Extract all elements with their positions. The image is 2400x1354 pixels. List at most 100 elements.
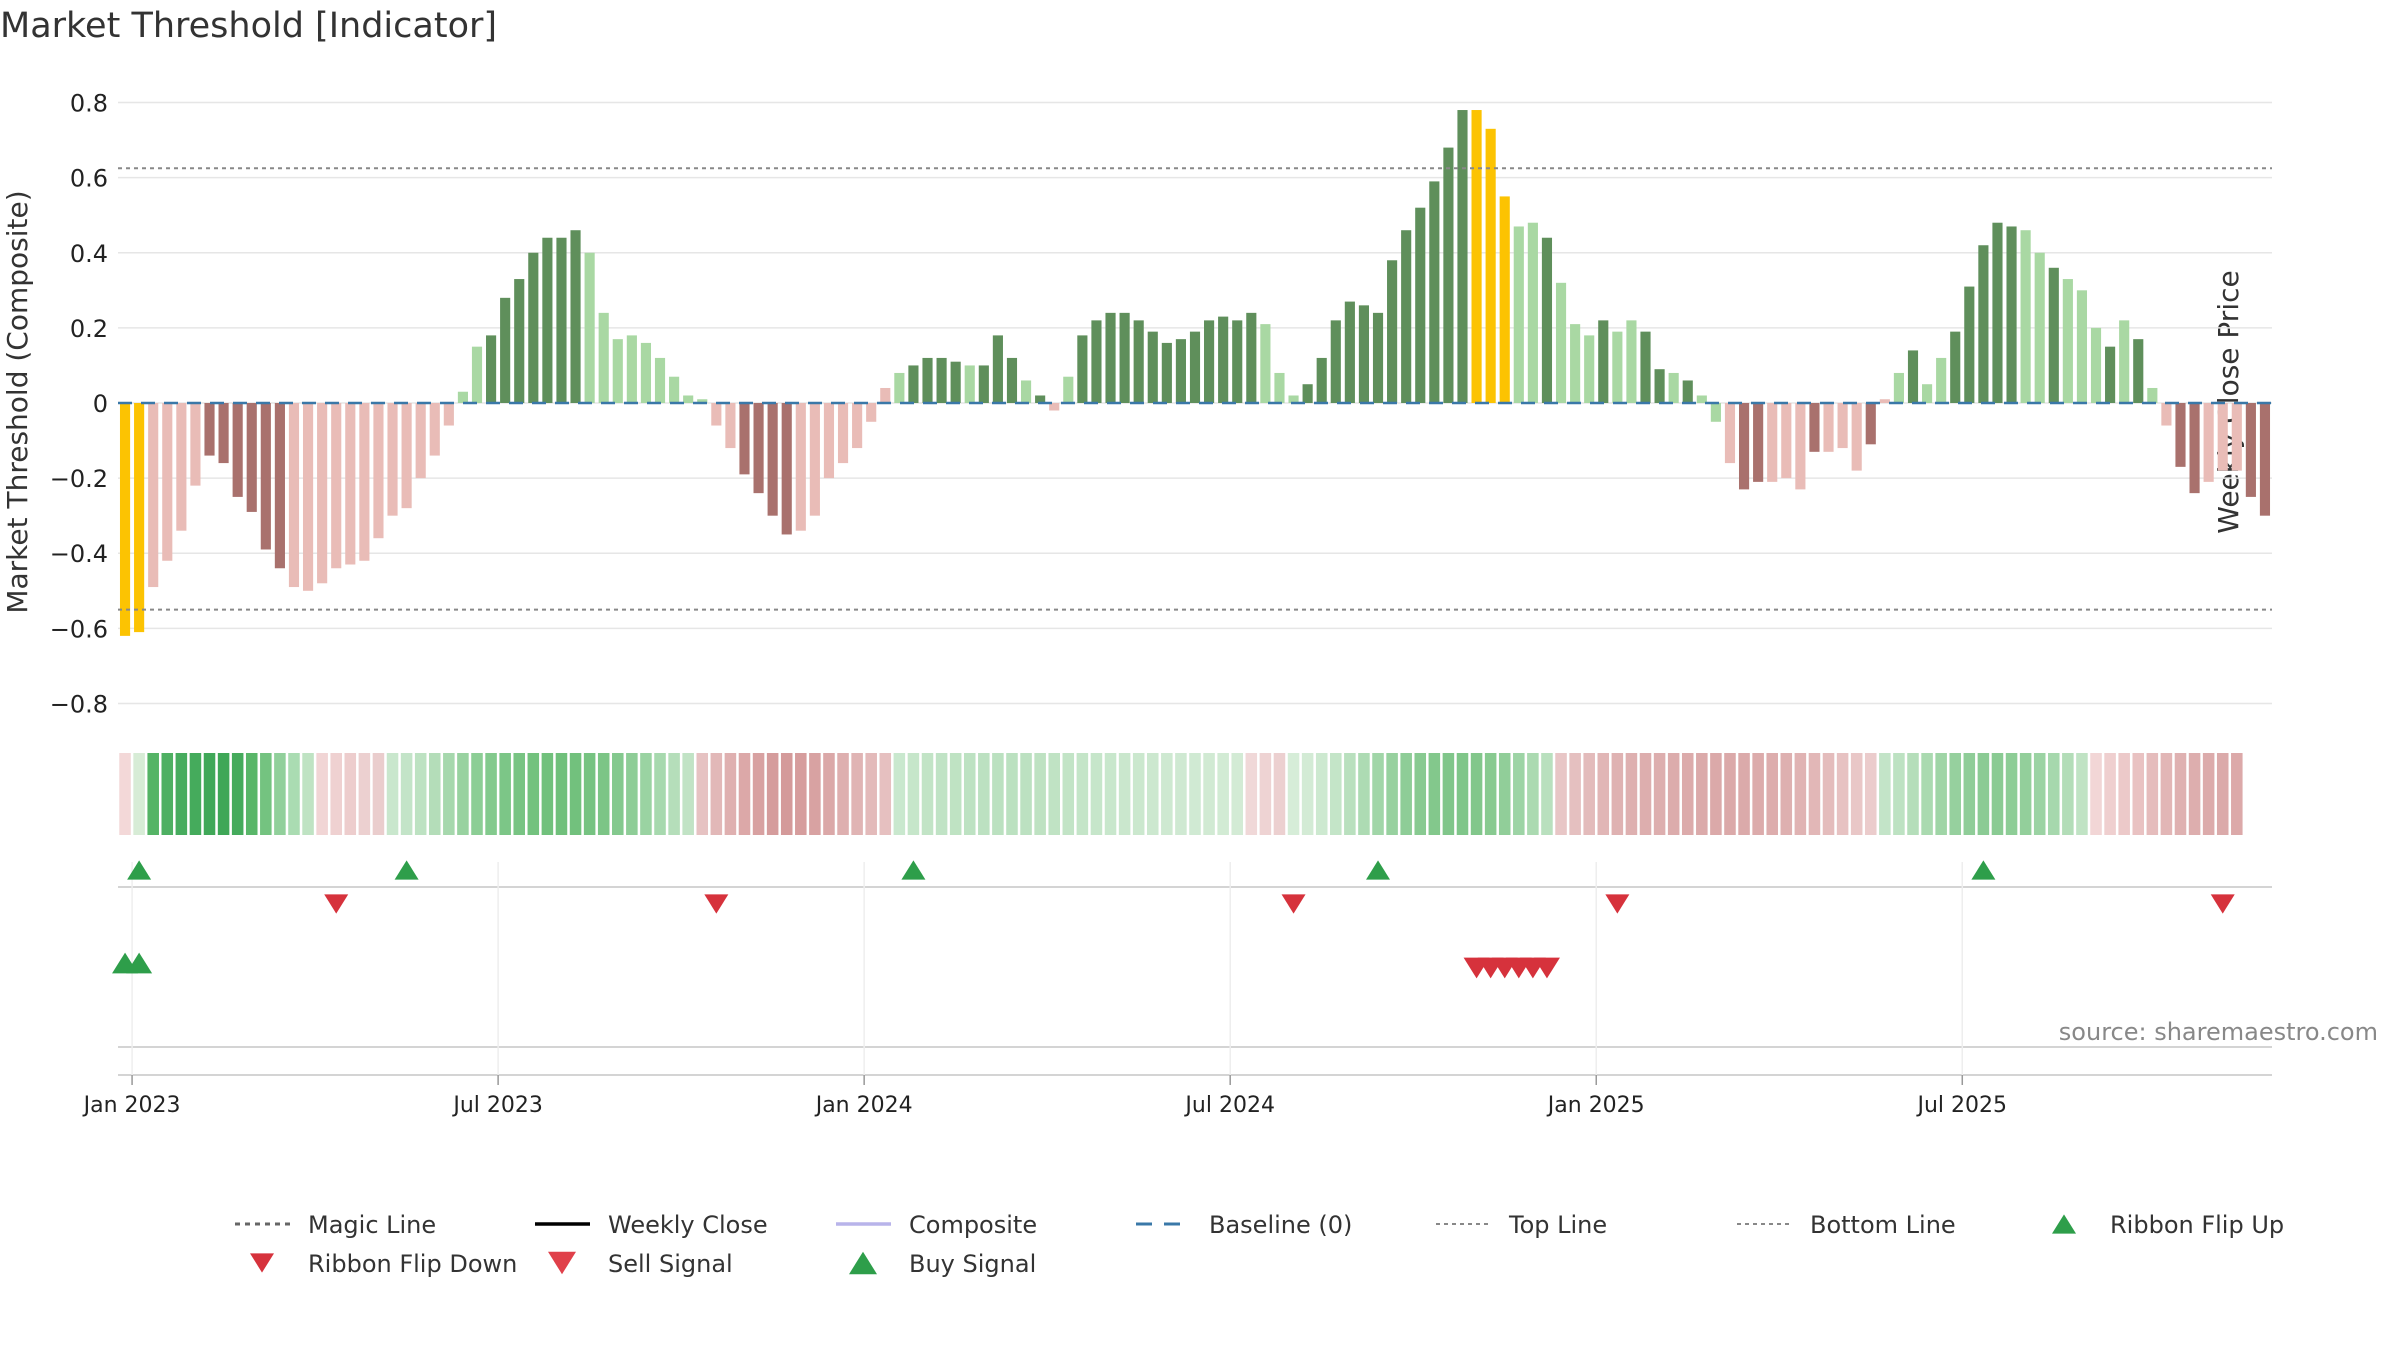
composite-bar xyxy=(500,297,511,403)
composite-bar xyxy=(1218,316,1229,403)
ribbon-cell xyxy=(147,753,159,835)
lines xyxy=(118,167,2272,611)
ribbon-cell xyxy=(1132,753,1145,835)
legend-label: Sell Signal xyxy=(608,1250,733,1278)
composite-bar xyxy=(711,403,722,426)
composite-bar xyxy=(528,252,539,403)
composite-bar xyxy=(683,395,694,403)
composite-bar xyxy=(134,403,145,633)
composite-bar xyxy=(1626,320,1637,403)
composite-bar xyxy=(640,342,652,403)
y-tick-label: −0.2 xyxy=(50,465,108,493)
ribbon-cell xyxy=(640,753,652,835)
composite-bar xyxy=(1175,339,1186,403)
legend-item: Composite xyxy=(836,1211,1037,1239)
legend-swatch xyxy=(2052,1214,2076,1234)
legend-item: Ribbon Flip Up xyxy=(2052,1211,2284,1239)
ribbon-cell xyxy=(555,753,568,835)
composite-bar xyxy=(218,403,229,464)
ribbon-cell xyxy=(1780,753,1793,835)
ribbon-cell xyxy=(569,753,582,835)
composite-bar xyxy=(1527,222,1538,403)
ribbon-cell xyxy=(1527,753,1539,835)
composite-bar xyxy=(1316,357,1327,403)
ribbon-cell xyxy=(1794,753,1807,835)
axes: −0.8−0.6−0.4−0.200.20.40.60.828.0030.003… xyxy=(50,90,108,719)
composite-bar xyxy=(1865,403,1876,445)
ribbon-cell xyxy=(1963,753,1976,835)
legend-item: Top Line xyxy=(1436,1211,1607,1239)
composite-bar xyxy=(486,335,497,403)
composite-bar xyxy=(2217,403,2228,471)
ribbon-cell xyxy=(302,753,314,835)
ribbon-cell xyxy=(2062,753,2074,835)
ribbon-cell xyxy=(2019,753,2032,835)
ribbon-cell xyxy=(527,753,540,835)
ribbon-cell xyxy=(1569,753,1581,835)
legend-label: Buy Signal xyxy=(909,1250,1036,1278)
composite-bar xyxy=(1330,320,1341,403)
legend-label: Weekly Close xyxy=(608,1211,768,1239)
composite-bar xyxy=(1161,342,1172,403)
ribbon-cell xyxy=(1498,753,1511,835)
legend-swatch xyxy=(250,1253,274,1273)
ribbon-cell xyxy=(978,753,990,835)
ribbon-cell xyxy=(386,753,399,835)
composite-bar xyxy=(1429,181,1440,403)
ribbon-cell xyxy=(1625,753,1638,835)
ribbon-cell xyxy=(2090,753,2102,835)
ribbon xyxy=(119,753,2243,835)
ribbon-cell xyxy=(1653,753,1666,835)
ribbon-cell xyxy=(1090,753,1103,835)
composite-bar xyxy=(542,237,553,403)
composite-bar xyxy=(1147,331,1158,403)
ribbon-cell xyxy=(865,753,877,835)
ribbon-cell xyxy=(1470,753,1483,835)
composite-bar xyxy=(781,403,792,535)
composite-bar xyxy=(1513,226,1524,403)
ribbon-cell xyxy=(1104,753,1117,835)
composite-bar xyxy=(922,357,933,403)
composite-bar xyxy=(1415,207,1426,403)
ribbon-cell xyxy=(2231,753,2243,835)
ribbon-cell xyxy=(752,753,765,835)
ribbon-cell xyxy=(499,753,511,835)
composite-bar xyxy=(1232,320,1243,403)
composite-bar xyxy=(232,403,243,497)
ribbon-cell xyxy=(597,753,610,835)
ribbon-flip-up-marker xyxy=(1366,860,1391,880)
ribbon-cell xyxy=(1724,753,1736,835)
composite-bar xyxy=(162,403,173,561)
ribbon-flip-down-marker xyxy=(1281,894,1306,914)
composite-bar xyxy=(1204,320,1215,403)
composite-bar xyxy=(2133,339,2144,403)
composite-bar xyxy=(1668,372,1679,403)
composite-bar xyxy=(1499,196,1510,403)
composite-bar xyxy=(1443,147,1454,403)
ribbon-cell xyxy=(1822,753,1835,835)
ribbon-cell xyxy=(1161,753,1173,835)
ribbon-cell xyxy=(626,753,638,835)
ribbon-cell xyxy=(2104,753,2116,835)
composite-bar xyxy=(1598,320,1609,403)
composite-bar xyxy=(1978,245,1989,403)
legend-label: Top Line xyxy=(1508,1211,1607,1239)
composite-bar xyxy=(1837,403,1848,449)
ribbon-cell xyxy=(1315,753,1328,835)
ribbon-cell xyxy=(949,753,962,835)
composite-bar xyxy=(1401,230,1412,403)
ribbon-cell xyxy=(724,753,737,835)
composite-bar xyxy=(1879,399,1890,403)
composite-bar xyxy=(1555,282,1567,403)
composite-bar xyxy=(1049,403,1060,411)
ribbon-cell xyxy=(696,753,709,835)
ribbon-cell xyxy=(344,753,357,835)
ribbon-cell xyxy=(935,753,948,835)
composite-bar xyxy=(148,403,159,588)
x-tick-label: Jul 2024 xyxy=(1183,1093,1275,1118)
composite-bar xyxy=(654,357,666,403)
composite-bar xyxy=(2259,403,2271,516)
ribbon-cell xyxy=(443,753,455,835)
ribbon-cell xyxy=(400,753,413,835)
